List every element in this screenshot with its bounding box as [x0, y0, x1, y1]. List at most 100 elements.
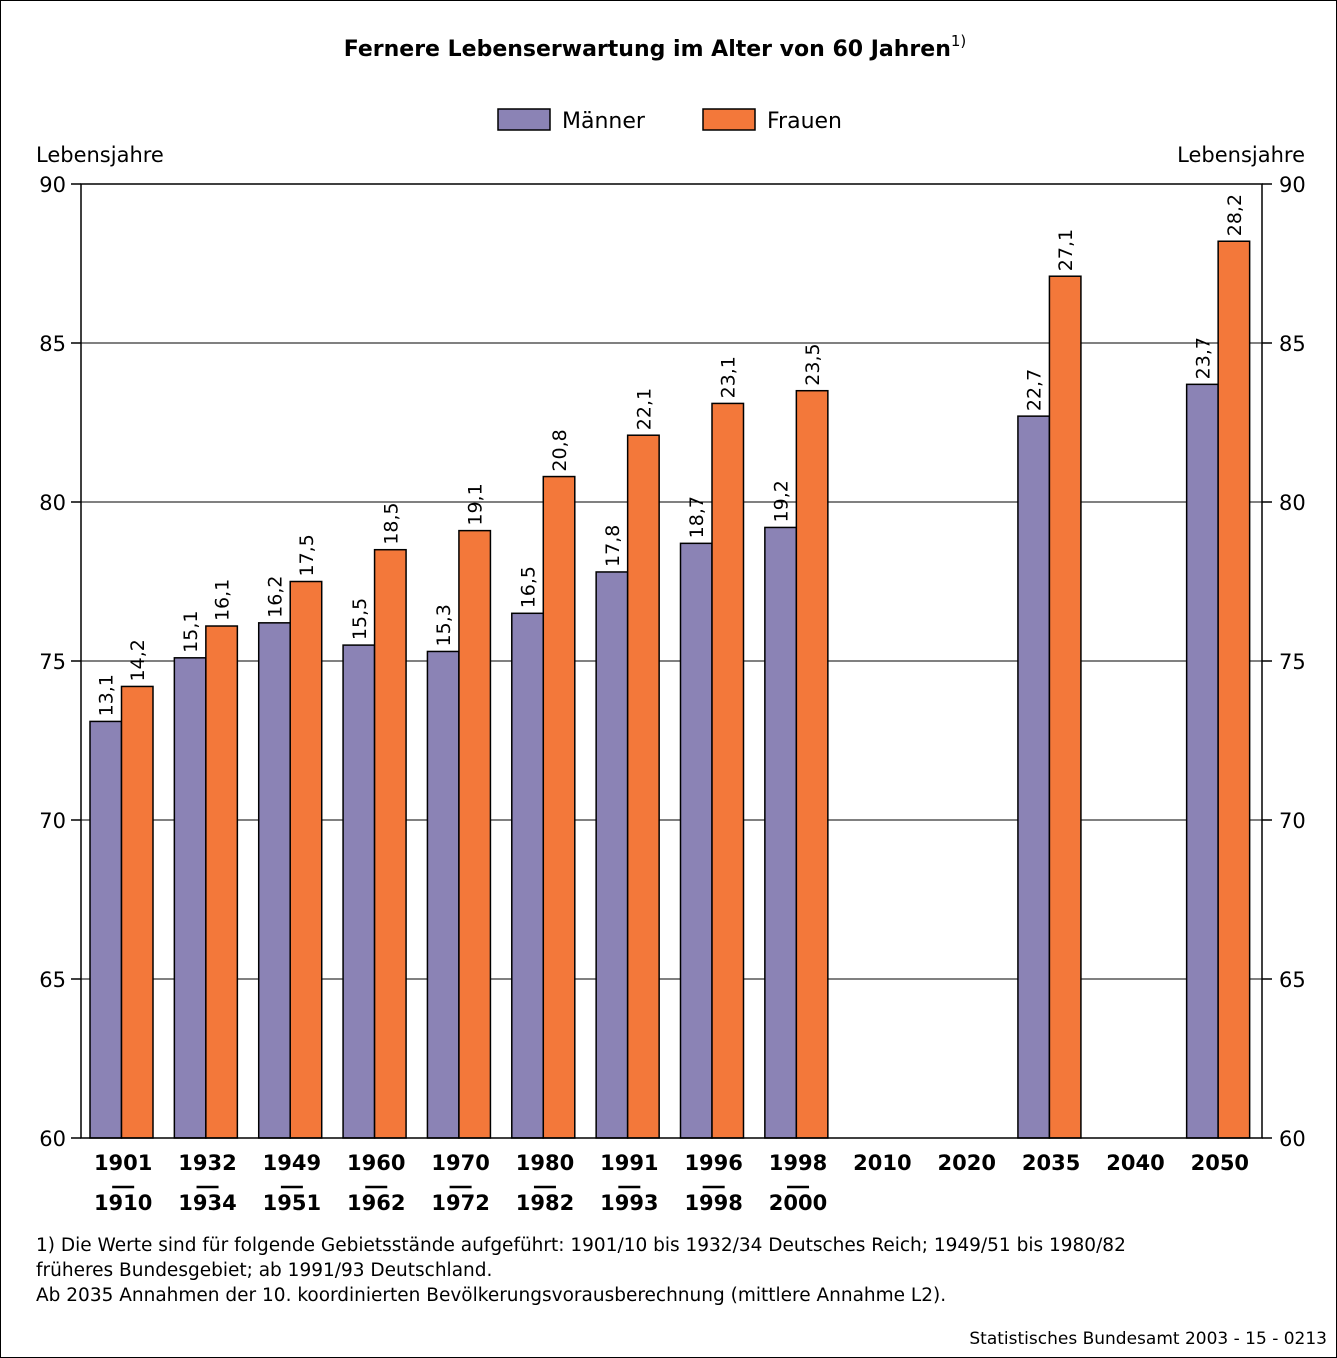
- bar-maenner-1949: [257, 622, 291, 1139]
- x-tick-label-1901: 1901: [94, 1151, 152, 1175]
- bar-frauen-2050: [1217, 240, 1251, 1139]
- data-label-maenner-1932: 15,1: [180, 611, 202, 653]
- x-tick-label-1996: 1996: [684, 1151, 742, 1175]
- x-tick-label-2010: 2010: [853, 1151, 911, 1175]
- x-tick-label-1998-end: 1998: [684, 1191, 742, 1215]
- x-tick-label-1991: 1991: [600, 1151, 658, 1175]
- x-tick-label-1960: 1960: [347, 1151, 405, 1175]
- tick-label-right-70: 70: [1279, 809, 1306, 833]
- legend-label-frauen: Frauen: [767, 109, 842, 134]
- chart-title-text: Fernere Lebenserwartung im Alter von 60 …: [344, 37, 951, 62]
- y-axis-title-left: Lebensjahre: [36, 143, 164, 167]
- tick-label-right-75: 75: [1279, 650, 1306, 674]
- x-tick-label-1932: 1932: [178, 1151, 236, 1175]
- chart-canvas: Fernere Lebenserwartung im Alter von 60 …: [36, 32, 1306, 1215]
- bar-frauen-1970: [458, 529, 492, 1139]
- bar-maenner-1901: [89, 720, 123, 1139]
- x-tick-label-2000-end: 2000: [769, 1191, 827, 1215]
- bar-frauen-1996: [711, 402, 745, 1139]
- x-tick-label-1980: 1980: [516, 1151, 574, 1175]
- data-label-maenner-1998: 19,2: [771, 480, 793, 522]
- bar-maenner-1991: [595, 571, 629, 1139]
- bars: [89, 240, 1251, 1139]
- x-tick-label-1972-end: 1972: [431, 1191, 489, 1215]
- x-tick-label-2050: 2050: [1191, 1151, 1249, 1175]
- legend-label-maenner: Männer: [562, 109, 646, 134]
- data-label-frauen-1901: 14,2: [127, 639, 149, 681]
- footnote-line-1: 1) Die Werte sind für folgende Gebietsst…: [36, 1235, 1126, 1256]
- tick-label-left-85: 85: [39, 332, 66, 356]
- bar-maenner-1998: [764, 526, 798, 1139]
- tick-label-right-60: 60: [1279, 1127, 1306, 1151]
- bar-frauen-1901: [120, 685, 154, 1139]
- x-tick-label-1949: 1949: [263, 1151, 321, 1175]
- x-tick-label-2035: 2035: [1022, 1151, 1080, 1175]
- data-label-maenner-1980: 16,5: [518, 566, 540, 608]
- footnote: 1) Die Werte sind für folgende Gebietsst…: [36, 1233, 1316, 1308]
- bar-frauen-2035: [1048, 275, 1082, 1139]
- tick-label-left-75: 75: [39, 650, 66, 674]
- tick-label-right-90: 90: [1279, 173, 1306, 197]
- bar-maenner-1960: [342, 644, 376, 1139]
- tick-label-left-80: 80: [39, 491, 66, 515]
- data-label-frauen-1996: 23,1: [718, 356, 740, 398]
- data-label-frauen-1932: 16,1: [212, 579, 234, 621]
- bar-maenner-1980: [511, 612, 545, 1139]
- bar-frauen-1998: [795, 389, 829, 1139]
- data-label-maenner-1991: 17,8: [602, 525, 624, 567]
- data-label-frauen-2050: 28,2: [1224, 194, 1246, 236]
- x-tick-label-1910-end: 1910: [94, 1191, 152, 1215]
- x-tick-label-1934-end: 1934: [178, 1191, 236, 1215]
- tick-label-left-90: 90: [39, 173, 66, 197]
- data-label-frauen-1998: 23,5: [802, 343, 824, 385]
- legend: Männer Frauen: [497, 108, 842, 134]
- data-label-frauen-1991: 22,1: [633, 388, 655, 430]
- tick-label-left-60: 60: [39, 1127, 66, 1151]
- chart-title-footnote-mark: 1): [951, 32, 966, 50]
- footnote-line-3: Ab 2035 Annahmen der 10. koordinierten B…: [36, 1285, 947, 1306]
- bar-maenner-2050: [1185, 383, 1219, 1139]
- bar-frauen-1991: [626, 434, 660, 1139]
- data-label-frauen-1949: 17,5: [296, 534, 318, 576]
- tick-label-left-65: 65: [39, 968, 66, 992]
- x-tick-label-2020: 2020: [938, 1151, 996, 1175]
- tick-label-left-70: 70: [39, 809, 66, 833]
- tick-label-right-80: 80: [1279, 491, 1306, 515]
- data-label-maenner-1960: 15,5: [349, 598, 371, 640]
- x-tick-label-1982-end: 1982: [516, 1191, 574, 1215]
- bar-maenner-2035: [1017, 415, 1051, 1139]
- data-label-frauen-1970: 19,1: [465, 483, 487, 525]
- x-tick-label-1993-end: 1993: [600, 1191, 658, 1215]
- x-tick-label-1970: 1970: [431, 1151, 489, 1175]
- bar-maenner-1932: [173, 657, 207, 1139]
- x-tick-label-1951-end: 1951: [263, 1191, 321, 1215]
- x-axis-categories: 1901 1910 1932 1934 1949 1951 1960 1962 1970 1972…: [94, 1151, 1249, 1215]
- data-label-frauen-1960: 18,5: [380, 502, 402, 544]
- x-tick-label-1998: 1998: [769, 1151, 827, 1175]
- bar-frauen-1932: [205, 625, 239, 1139]
- legend-swatch-maenner: [497, 108, 551, 131]
- x-tick-label-1962-end: 1962: [347, 1191, 405, 1215]
- bar-frauen-1960: [373, 548, 407, 1139]
- data-label-maenner-2050: 23,7: [1192, 337, 1214, 379]
- x-tick-label-2040: 2040: [1106, 1151, 1164, 1175]
- legend-swatch-frauen: [702, 108, 756, 131]
- data-label-maenner-1901: 13,1: [96, 674, 118, 716]
- data-label-frauen-1980: 20,8: [549, 429, 571, 471]
- data-label-maenner-2035: 22,7: [1024, 369, 1046, 411]
- data-labels: 13,1 14,2 15,1 16,1 16,2 17,5 15,5 18,5 15,3 19,1…: [96, 194, 1246, 716]
- data-label-maenner-1996: 18,7: [686, 496, 708, 538]
- y-axis-ticks: 60 60 65 65 70 70 75 75 80 80 85 85 90 90: [39, 173, 1305, 1151]
- bar-maenner-1970: [426, 650, 460, 1139]
- footnote-line-2: früheres Bundesgebiet; ab 1991/93 Deutsc…: [36, 1260, 493, 1281]
- source-credit: Statistisches Bundesamt 2003 - 15 - 0213: [969, 1329, 1327, 1349]
- tick-label-right-85: 85: [1279, 332, 1306, 356]
- data-label-maenner-1970: 15,3: [433, 604, 455, 646]
- data-label-frauen-2035: 27,1: [1055, 229, 1077, 271]
- tick-label-right-65: 65: [1279, 968, 1306, 992]
- bar-maenner-1996: [679, 542, 713, 1139]
- chart-title: Fernere Lebenserwartung im Alter von 60 …: [344, 32, 967, 62]
- bar-frauen-1980: [542, 475, 576, 1139]
- bar-frauen-1949: [289, 580, 323, 1139]
- y-axis-title-right: Lebensjahre: [1177, 143, 1305, 167]
